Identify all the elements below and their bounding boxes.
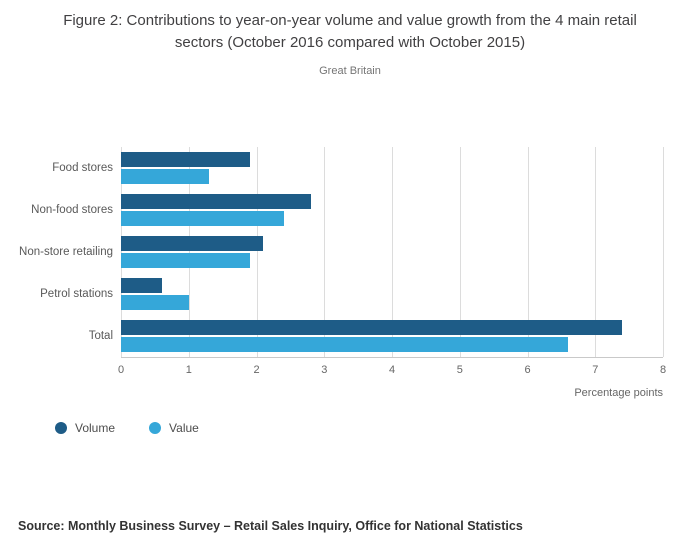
gridline [256, 147, 258, 357]
bar-volume [121, 236, 264, 251]
legend: Volume Value [55, 421, 663, 435]
category-label: Total [88, 329, 113, 342]
gridline [188, 147, 190, 357]
gridline [595, 147, 597, 357]
x-tick-label: 3 [321, 364, 328, 376]
legend-dot-icon [149, 422, 162, 434]
page-title: Figure 2: Contributions to year-on-year … [63, 12, 637, 51]
legend-dot-icon [55, 422, 67, 434]
bar-value [121, 169, 210, 184]
legend-item-value: Value [149, 421, 199, 435]
bar-group-food-stores [121, 147, 663, 189]
bar-volume [121, 152, 250, 167]
bar-value [121, 295, 189, 310]
gridline [121, 147, 122, 357]
y-axis-category-labels: Food stores Non-food stores Non-store reta… [8, 147, 113, 358]
gridline [392, 147, 393, 357]
category-label: Petrol stations [40, 287, 113, 300]
legend-item-volume: Volume [55, 421, 115, 435]
x-tick-label: 5 [456, 364, 463, 376]
x-tick-label: 2 [253, 364, 260, 376]
chart: Food stores Non-food stores Non-store reta… [8, 147, 667, 435]
source-text: Source: Monthly Business Survey – Retail… [18, 519, 523, 533]
x-axis-label: Percentage points [574, 387, 663, 399]
bar-value [121, 253, 250, 268]
gridlines [121, 147, 664, 357]
bar-volume [121, 320, 623, 335]
gridline [663, 147, 664, 357]
x-tick-label: 7 [592, 364, 599, 376]
x-tick-label: 4 [388, 364, 396, 376]
x-tick-label: 6 [524, 364, 531, 376]
legend-label: Volume [75, 421, 116, 435]
category-label: Non-food stores [31, 203, 113, 216]
bar-value [121, 211, 284, 226]
x-axis-ticks: 0 1 2 3 4 5 6 7 8 [117, 364, 667, 378]
gridline [527, 147, 529, 357]
bar-value [121, 337, 569, 352]
bar-volume [121, 278, 162, 293]
bar-group-non-store-retailing [121, 231, 663, 273]
category-label: Food stores [52, 161, 113, 174]
plot-area [121, 147, 664, 358]
x-tick-label: 8 [659, 364, 667, 376]
gridline [459, 147, 461, 357]
bar-group-petrol-stations [121, 273, 663, 315]
chart-subtitle: Great Britain [319, 65, 381, 77]
x-tick-label: 1 [185, 364, 192, 376]
bar-volume [121, 194, 311, 209]
bar-group-non-food-stores [121, 189, 663, 231]
gridline [324, 147, 326, 357]
legend-label: Value [169, 421, 199, 435]
category-label: Non-store retailing [19, 245, 113, 258]
bar-group-total [121, 315, 663, 357]
x-tick-label: 0 [117, 364, 125, 376]
